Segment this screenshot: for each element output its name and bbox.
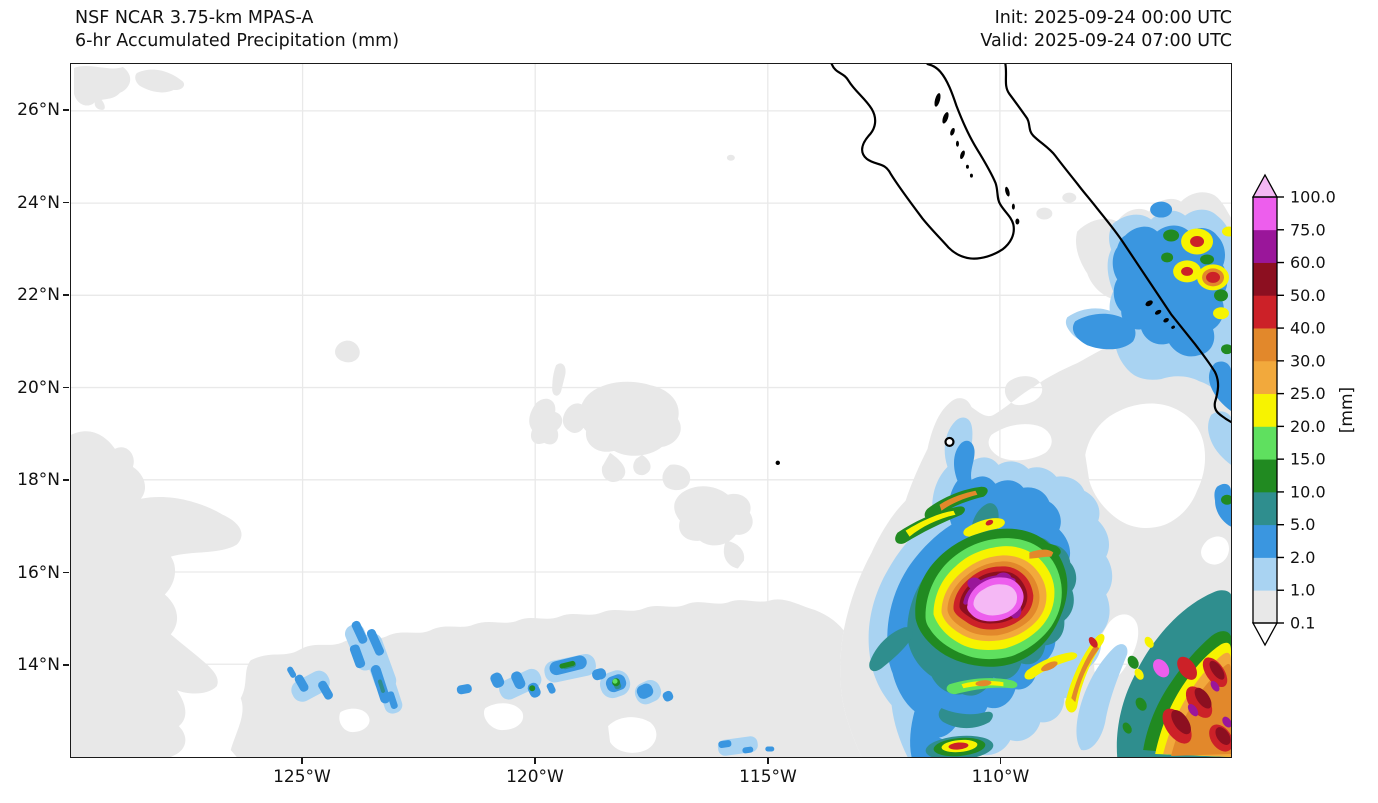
- colorbar-segment: [1253, 393, 1277, 427]
- coastline-baja-california: [830, 64, 1015, 260]
- lat-tick-label: 22°N: [17, 285, 60, 305]
- coastlines: [775, 64, 1231, 466]
- lon-tick-label: 125°W: [273, 767, 331, 787]
- colorbar-unit-label: [mm]: [1337, 387, 1357, 433]
- title-line2: 6-hr Accumulated Precipitation (mm): [75, 31, 400, 51]
- lon-tick-mark: [301, 758, 303, 764]
- lat-tick-mark: [63, 201, 69, 204]
- socorro-island: [944, 436, 955, 447]
- lon-tick-mark: [999, 758, 1002, 764]
- colorbar-tick-label: 50.0: [1290, 286, 1326, 305]
- colorbar-tick-label: 100.0: [1290, 188, 1336, 207]
- lon-tick-mark: [534, 758, 536, 764]
- colorbar-segment: [1253, 262, 1277, 296]
- san-benedicto-island: [775, 460, 780, 466]
- lat-tick-mark: [63, 386, 69, 389]
- coastline-mainland-mexico: [1004, 64, 1231, 424]
- colorbar-tick-label: 1.0: [1290, 581, 1315, 600]
- colorbar-segment: [1253, 491, 1277, 526]
- colorbar-tick-label: 30.0: [1290, 351, 1326, 370]
- colorbar-tick-label: 2.0: [1290, 548, 1315, 567]
- lat-tick-label: 20°N: [17, 377, 60, 398]
- title-line1: NSF NCAR 3.75-km MPAS-A: [75, 8, 314, 28]
- colorbar-segment: [1253, 557, 1277, 591]
- colorbar-tick-label: 60.0: [1290, 253, 1326, 272]
- lat-tick-mark: [63, 294, 69, 296]
- init-time: Init: 2025-09-24 00:00 UTC: [994, 8, 1232, 28]
- precip-layer-over-100: [973, 584, 1018, 616]
- lon-tick-label: 110°W: [971, 767, 1030, 787]
- colorbar-segment: [1253, 590, 1277, 624]
- run-times: Init: 2025-09-24 00:00 UTC Valid: 2025-09…: [980, 7, 1232, 53]
- gulf-islands: [934, 93, 1020, 225]
- lon-tick-label: 115°W: [739, 767, 797, 787]
- colorbar-over-arrow: [1251, 173, 1279, 198]
- colorbar-outline: [1252, 196, 1278, 624]
- colorbar-tick-label: 0.1: [1290, 614, 1315, 633]
- colorbar-segment: [1253, 360, 1277, 395]
- colorbar-segment: [1253, 524, 1277, 558]
- plot-title: NSF NCAR 3.75-km MPAS-A 6-hr Accumulated …: [75, 7, 399, 53]
- lat-tick-mark: [63, 479, 69, 481]
- lat-tick-label: 16°N: [17, 562, 60, 583]
- precip-map: [71, 64, 1231, 757]
- colorbar-segment: [1253, 459, 1277, 493]
- colorbar-tick-label: 5.0: [1290, 515, 1315, 534]
- colorbar-under-arrow: [1251, 622, 1279, 647]
- colorbar-tick-label: 40.0: [1290, 319, 1326, 338]
- lat-tick-label: 14°N: [17, 655, 60, 675]
- lat-tick-label: 26°N: [17, 100, 60, 120]
- colorbar-tick-label: 25.0: [1290, 384, 1326, 403]
- colorbar-segment: [1253, 295, 1277, 329]
- lat-tick-label: 24°N: [17, 192, 60, 213]
- lon-tick-mark: [767, 758, 769, 764]
- lon-tick-label: 120°W: [506, 767, 564, 787]
- colorbar-tick-label: 15.0: [1290, 450, 1326, 469]
- colorbar-tick-label: 75.0: [1290, 220, 1326, 239]
- colorbar-segment: [1253, 229, 1277, 263]
- colorbar-tick-label: 10.0: [1290, 482, 1326, 501]
- islas-marias: [1145, 300, 1175, 329]
- colorbar-tick-label: 20.0: [1290, 417, 1326, 436]
- lat-tick-mark: [63, 109, 69, 111]
- colorbar-segment: [1253, 328, 1277, 362]
- colorbar-segment: [1253, 426, 1277, 460]
- map-panel: [70, 63, 1232, 758]
- colorbar: 0.1 1.0 2.0 5.0 10.0 15.0 20.0 25.0 30.0 40.0 50.0…: [1251, 173, 1357, 647]
- valid-time: Valid: 2025-09-24 07:00 UTC: [980, 31, 1232, 51]
- lat-tick-mark: [63, 571, 69, 574]
- lat-tick-mark: [63, 664, 69, 666]
- lat-tick-label: 18°N: [17, 470, 60, 490]
- colorbar-segment: [1253, 197, 1277, 231]
